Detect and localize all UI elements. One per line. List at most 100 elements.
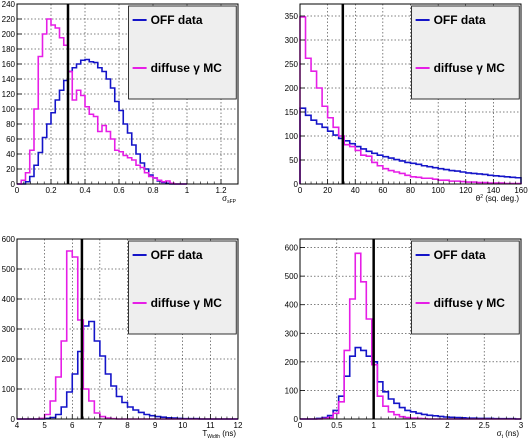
chart-panel-4: 0 0.5 1 1.5 2 2.5 3 0 100 200 300 400 500 600 σt (ns) O… [285, 238, 524, 439]
x-axis-title: σsFP [222, 194, 236, 205]
histogram-diffuse-gamma-mc [17, 18, 187, 185]
x-tick-label: 20 [323, 186, 332, 195]
y-tick-label: 200 [2, 355, 16, 364]
x-tick-label: 0.6 [113, 186, 125, 195]
y-tick-label: 220 [2, 15, 16, 24]
y-tick-label: 100 [2, 105, 16, 114]
x-tick-label: 2.5 [479, 421, 491, 430]
y-tick-label: 60 [6, 135, 15, 144]
x-tick-label: 7 [98, 421, 103, 430]
x-axis-title: TWidth (ns) [202, 429, 236, 439]
y-tick-label: 500 [2, 265, 16, 274]
legend-box [128, 5, 237, 100]
y-tick-label: 600 [285, 244, 299, 253]
legend-label-off-data: OFF data [151, 13, 203, 27]
x-tick-label: 140 [487, 186, 501, 195]
x-axis-title-main: θ [476, 194, 481, 203]
y-tick-label: 160 [2, 60, 16, 69]
x-tick-label: 10 [178, 421, 187, 430]
y-tick-label: 120 [2, 90, 16, 99]
y-tick-label: 300 [2, 325, 16, 334]
histogram-off-data [300, 346, 521, 420]
legend-label-off-data: OFF data [434, 248, 486, 262]
x-tick-label: 1.2 [215, 186, 227, 195]
x-tick-label: 60 [378, 186, 387, 195]
y-tick-label: 240 [2, 0, 16, 9]
x-tick-label: 1 [371, 421, 376, 430]
x-axis-title-unit: (ns) [220, 429, 236, 438]
y-tick-label: 300 [285, 36, 299, 45]
y-tick-label: 200 [285, 84, 299, 93]
x-tick-label: 0.5 [331, 421, 343, 430]
legend-label-diffuse-gamma-mc: diffuse γ MC [151, 296, 223, 310]
legend-label-diffuse-gamma-mc: diffuse γ MC [434, 61, 506, 75]
x-tick-label: 2 [445, 421, 450, 430]
legend-box [128, 240, 237, 335]
y-tick-label: 0 [11, 415, 16, 424]
x-tick-label: 160 [514, 186, 528, 195]
y-tick-label: 250 [285, 60, 299, 69]
x-tick-label: 9 [153, 421, 158, 430]
y-tick-label: 0 [11, 180, 16, 189]
y-tick-label: 0 [294, 180, 299, 189]
x-tick-label: 0 [15, 186, 20, 195]
x-tick-label: 4 [15, 421, 20, 430]
y-tick-label: 400 [2, 295, 16, 304]
x-tick-label: 0 [298, 186, 303, 195]
y-tick-label: 20 [6, 165, 15, 174]
legend-label-off-data: OFF data [151, 248, 203, 262]
chart-panel-3: 4 5 6 7 8 9 10 11 12 0 100 200 300 400 500 600 TWidth (n… [2, 235, 243, 439]
y-tick-label: 600 [2, 235, 16, 244]
x-axis-title: θ2 (sq. deg.) [476, 194, 520, 203]
y-tick-label: 150 [285, 108, 299, 117]
x-axis-title: σt (ns) [497, 429, 520, 439]
y-tick-label: 100 [2, 385, 16, 394]
legend-label-diffuse-gamma-mc: diffuse γ MC [151, 61, 223, 75]
x-axis-title-sub: Width [207, 434, 220, 439]
x-axis-title-main: T [202, 429, 207, 438]
y-tick-label: 200 [285, 358, 299, 367]
chart-panel-1: 0 0.2 0.4 0.6 0.8 1 1.2 0 20 40 60 80 100 120 140 160 18… [2, 0, 239, 205]
x-axis-title-main: σ [497, 429, 502, 438]
x-tick-label: 120 [459, 186, 473, 195]
y-tick-label: 40 [6, 150, 15, 159]
legend-label-off-data: OFF data [434, 13, 486, 27]
x-tick-label: 100 [431, 186, 445, 195]
x-tick-label: 80 [406, 186, 415, 195]
legend-box [411, 240, 520, 335]
x-tick-label: 0.2 [45, 186, 57, 195]
y-tick-label: 100 [285, 386, 299, 395]
x-tick-label: 0 [298, 421, 303, 430]
x-tick-label: 11 [206, 421, 215, 430]
legend-box [411, 5, 520, 100]
y-tick-label: 180 [2, 45, 16, 54]
x-tick-label: 0.4 [79, 186, 91, 195]
x-axis-title-unit: (sq. deg.) [483, 194, 519, 203]
y-tick-label: 0 [294, 415, 299, 424]
x-tick-label: 8 [125, 421, 130, 430]
x-axis-title-unit: (ns) [503, 429, 519, 438]
histogram-off-data [299, 107, 522, 184]
x-tick-label: 12 [234, 421, 243, 430]
x-axis-title-main: σ [222, 194, 227, 203]
x-tick-label: 40 [351, 186, 360, 195]
y-tick-label: 200 [2, 30, 16, 39]
y-tick-label: 100 [285, 132, 299, 141]
x-tick-label: 1 [185, 186, 190, 195]
y-tick-label: 300 [285, 329, 299, 338]
x-axis-title-sup: 2 [480, 194, 483, 200]
x-tick-label: 5 [42, 421, 47, 430]
x-axis-title-sub: sFP [227, 199, 237, 205]
x-tick-label: 0.8 [147, 186, 159, 195]
y-tick-label: 400 [285, 301, 299, 310]
x-tick-label: 1.5 [405, 421, 417, 430]
chart-panel-2: 0 20 40 60 80 100 120 140 160 0 50 100 150 200 250 300 3… [285, 3, 528, 203]
y-tick-label: 80 [6, 120, 15, 129]
x-axis-title-sub: t [502, 434, 504, 439]
x-tick-label: 3 [519, 421, 524, 430]
y-tick-label: 140 [2, 75, 16, 84]
y-tick-label: 50 [289, 156, 298, 165]
x-tick-label: 6 [70, 421, 75, 430]
legend-label-diffuse-gamma-mc: diffuse γ MC [434, 296, 506, 310]
